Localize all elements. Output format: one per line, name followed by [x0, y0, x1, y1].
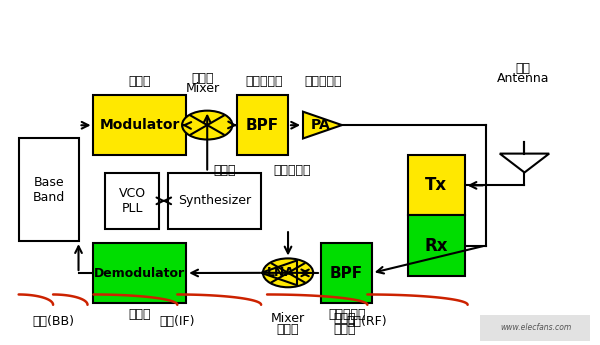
Text: 中頻(IF): 中頻(IF) — [160, 315, 195, 328]
Text: Modulator: Modulator — [100, 118, 180, 132]
Polygon shape — [261, 260, 297, 285]
Text: BPF: BPF — [330, 266, 363, 280]
Bar — [237, 95, 288, 155]
Text: PA: PA — [311, 118, 331, 132]
Text: Synthesizer: Synthesizer — [178, 194, 251, 207]
Bar — [169, 172, 261, 229]
Bar — [408, 155, 464, 215]
Text: 帶通濾波器: 帶通濾波器 — [245, 75, 283, 88]
Text: 混頻器: 混頻器 — [192, 72, 214, 85]
Text: 合成器: 合成器 — [213, 164, 236, 177]
Text: 放大器: 放大器 — [334, 323, 356, 336]
Text: BPF: BPF — [246, 118, 279, 133]
Text: 解調器: 解調器 — [128, 308, 151, 321]
Bar — [94, 243, 186, 303]
Polygon shape — [303, 112, 342, 138]
Text: 功率放大器: 功率放大器 — [304, 75, 341, 88]
Circle shape — [263, 258, 313, 287]
Text: 混頻器: 混頻器 — [277, 323, 299, 336]
Text: 低雜訊: 低雜訊 — [334, 312, 356, 325]
Bar — [408, 215, 464, 276]
Text: Mixer: Mixer — [186, 82, 220, 95]
Text: Demodulator: Demodulator — [94, 266, 185, 279]
Text: www.elecfans.com: www.elecfans.com — [501, 323, 572, 332]
Text: VCO
PLL: VCO PLL — [119, 187, 146, 215]
Text: Tx: Tx — [425, 176, 447, 194]
Circle shape — [182, 111, 232, 139]
Bar — [106, 172, 160, 229]
Text: 調變器: 調變器 — [128, 75, 151, 88]
Text: 基頻(BB): 基頻(BB) — [32, 315, 74, 328]
Bar — [321, 243, 372, 303]
Text: 傳送接收器: 傳送接收器 — [273, 164, 311, 177]
Text: Base
Band: Base Band — [32, 176, 65, 204]
Bar — [94, 95, 186, 155]
Text: 帶通濾波器: 帶通濾波器 — [328, 308, 365, 321]
Text: Antenna: Antenna — [496, 72, 549, 85]
Bar — [479, 315, 590, 341]
Text: 射頻(RF): 射頻(RF) — [347, 315, 388, 328]
Text: Mixer: Mixer — [271, 312, 305, 325]
Polygon shape — [500, 154, 549, 172]
Text: 天線: 天線 — [515, 61, 530, 75]
Text: LNA: LNA — [267, 266, 295, 279]
Bar — [19, 138, 79, 241]
Text: Rx: Rx — [424, 237, 448, 255]
